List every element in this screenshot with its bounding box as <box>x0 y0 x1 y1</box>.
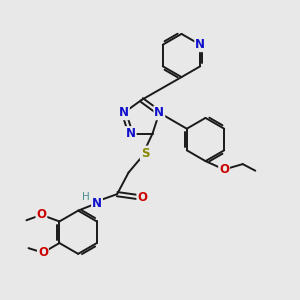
Text: O: O <box>38 246 48 259</box>
Text: N: N <box>195 38 205 51</box>
Text: O: O <box>36 208 46 221</box>
Text: N: N <box>126 127 136 140</box>
Text: N: N <box>92 196 102 210</box>
Text: O: O <box>219 163 229 176</box>
Text: H: H <box>82 192 90 202</box>
Text: O: O <box>137 190 147 204</box>
Text: S: S <box>141 146 149 160</box>
Text: N: N <box>154 106 164 119</box>
Text: N: N <box>119 106 129 119</box>
